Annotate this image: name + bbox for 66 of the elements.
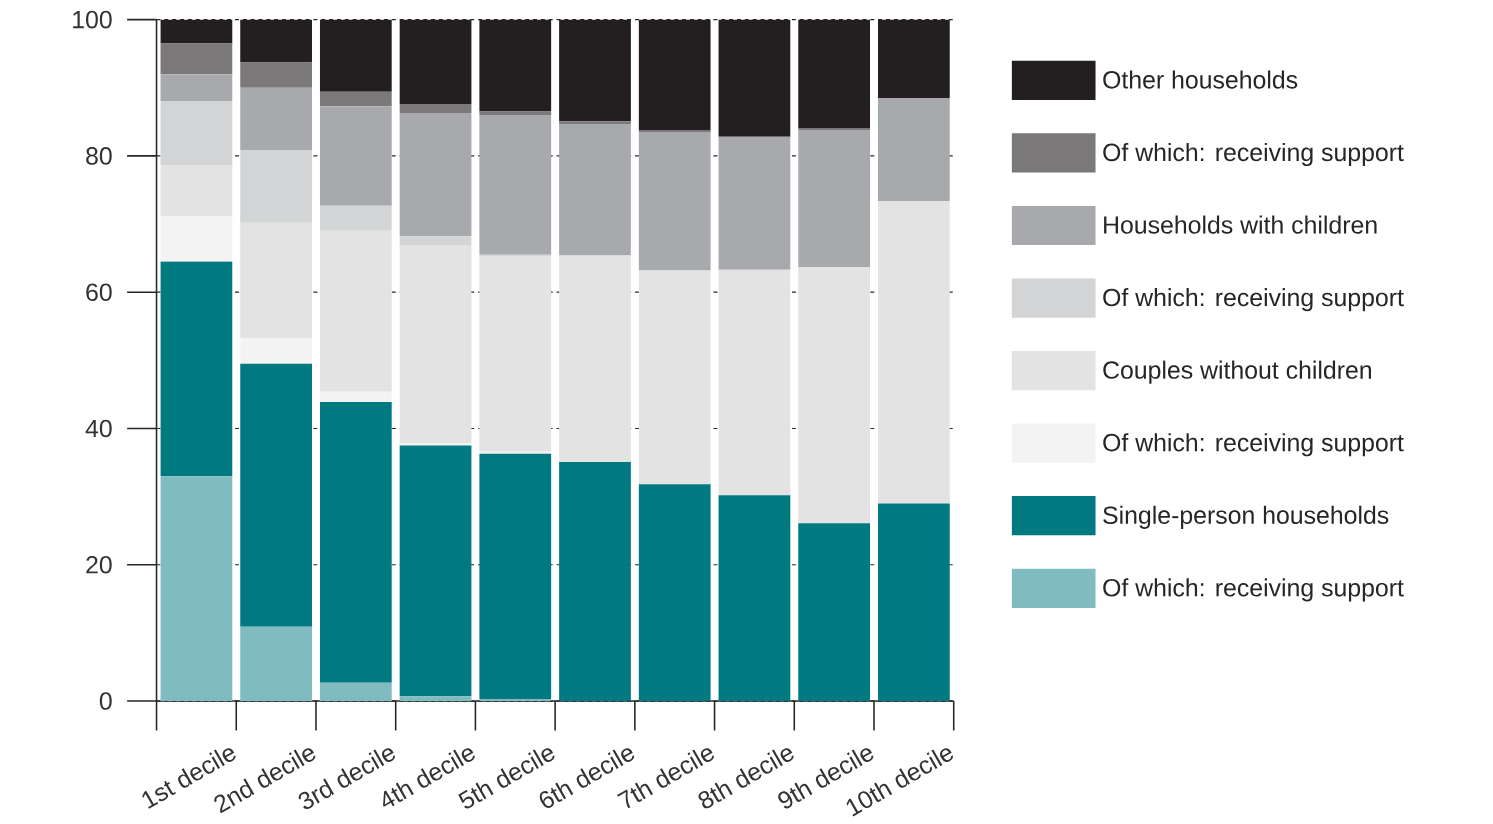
bar (638, 484, 711, 702)
bar (160, 74, 233, 102)
bar (877, 503, 950, 702)
bar (319, 402, 392, 683)
bar (479, 451, 552, 454)
bar (399, 236, 472, 247)
bar (399, 104, 472, 114)
bar (638, 132, 711, 271)
bar (399, 113, 472, 237)
bar (319, 106, 392, 206)
legend-label: Single-person households (1103, 505, 1389, 530)
bar (240, 150, 312, 223)
bar (798, 523, 871, 702)
bar (479, 699, 552, 702)
legend-label: Households with children (1104, 215, 1377, 234)
bar (240, 87, 312, 151)
bar (319, 682, 392, 702)
bar (319, 231, 392, 392)
bar (798, 267, 871, 524)
bar (319, 391, 392, 403)
bar (479, 453, 552, 700)
bar (399, 246, 472, 444)
y-tick-label: 40 (85, 419, 112, 438)
y-tick-label: 80 (86, 147, 112, 165)
legend-label: Of which: receiving support (1103, 288, 1404, 312)
bar (319, 205, 392, 232)
y-tick-label: 20 (86, 556, 112, 574)
bar (240, 62, 312, 88)
bar (399, 696, 472, 702)
bar (399, 445, 472, 697)
bar (638, 130, 711, 133)
bar (160, 476, 233, 702)
bar (798, 128, 871, 131)
bar (240, 626, 312, 702)
bar (559, 124, 631, 256)
bar (240, 363, 312, 627)
bar (638, 270, 711, 485)
bar (160, 43, 233, 75)
bar (240, 338, 312, 364)
bar (559, 462, 631, 702)
bar (877, 201, 950, 504)
bar (877, 98, 950, 202)
bar (718, 495, 791, 702)
bar (718, 269, 791, 496)
y-tick-label: 60 (86, 283, 112, 302)
bar (240, 222, 312, 339)
bar (399, 443, 472, 446)
legend-label: Of which: receiving support (1103, 143, 1404, 167)
y-tick-label: 100 (73, 10, 112, 29)
bar (479, 115, 552, 255)
bar (798, 130, 871, 268)
legend-label: Of which: receiving support (1103, 578, 1404, 602)
bar (160, 216, 233, 262)
bar (718, 136, 791, 270)
bar (559, 255, 631, 463)
bar (319, 92, 392, 107)
legend-label: Couples without children (1103, 360, 1372, 384)
bar (160, 165, 233, 217)
bar (559, 121, 631, 125)
bar (479, 256, 552, 452)
legend-label: Of which: receiving support (1103, 433, 1404, 457)
legend-label: Other households (1103, 70, 1298, 89)
bar (479, 254, 552, 257)
bar (160, 101, 233, 166)
y-tick-label: 0 (99, 692, 112, 711)
bar (160, 261, 233, 477)
